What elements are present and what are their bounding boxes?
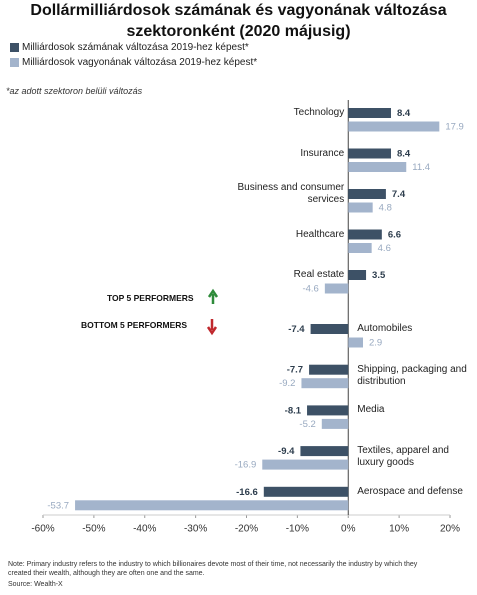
bar xyxy=(309,364,349,375)
bar xyxy=(348,121,440,132)
value-label: -16.6 xyxy=(236,487,258,498)
annotation: TOP 5 PERFORMERS xyxy=(107,293,194,303)
value-label: 3.5 xyxy=(372,270,386,281)
category-label: Media xyxy=(357,404,385,416)
legend-swatch xyxy=(10,58,19,67)
value-label: -4.6 xyxy=(302,284,318,295)
category-label: Textiles, apparel and luxury goods xyxy=(357,445,449,469)
bar xyxy=(348,148,391,159)
category-label: Insurance xyxy=(300,147,345,159)
value-label: 8.4 xyxy=(397,108,411,119)
bar xyxy=(324,283,349,294)
category-label: Automobiles xyxy=(357,323,413,334)
category-label: Healthcare xyxy=(295,228,345,240)
x-tick-label: 10% xyxy=(389,524,409,535)
value-label: -7.4 xyxy=(288,324,305,335)
bar xyxy=(348,189,386,199)
category-label: Real estate xyxy=(293,269,345,280)
up-arrow xyxy=(207,288,219,304)
bar xyxy=(300,446,349,457)
chart-title: Dollármilliárdosok számának és vagyonána… xyxy=(30,2,447,40)
value-label: 6.6 xyxy=(388,230,401,241)
legend-swatch xyxy=(10,43,19,52)
annotation: BOTTOM 5 PERFORMERS xyxy=(81,320,188,330)
value-label: -9.4 xyxy=(278,446,295,457)
value-label: -8.1 xyxy=(285,405,302,416)
x-tick-label: -60% xyxy=(31,524,54,535)
x-tick-label: -40% xyxy=(133,524,156,535)
bar xyxy=(75,500,349,511)
bar xyxy=(348,162,407,172)
legend-label: Milliárdosok számának változása 2019-hez… xyxy=(22,42,249,53)
x-tick-label: -20% xyxy=(235,524,258,535)
value-label: 4.8 xyxy=(379,203,392,214)
x-tick-label: 20% xyxy=(440,524,460,535)
bar xyxy=(262,459,349,470)
x-tick-label: 0% xyxy=(341,524,356,535)
bar xyxy=(348,337,364,348)
category-label: Shipping, packaging and distribution xyxy=(357,363,467,387)
bar xyxy=(301,378,349,389)
value-label: -5.2 xyxy=(299,419,315,430)
legend-label: Milliárdosok vagyonának változása 2019-h… xyxy=(22,57,258,68)
value-label: 2.9 xyxy=(369,338,382,349)
bar xyxy=(310,324,349,334)
category-label: Aerospace and defense xyxy=(357,485,463,497)
category-label: Technology xyxy=(293,107,345,118)
value-label: 17.9 xyxy=(445,122,464,133)
category-label: Business and consumer services xyxy=(237,182,345,205)
value-label: -9.2 xyxy=(279,378,295,389)
value-label: 4.6 xyxy=(378,243,391,254)
x-tick-label: -30% xyxy=(184,524,207,535)
bar xyxy=(348,108,391,118)
down-arrow xyxy=(206,319,218,336)
note: Note: Primary industry refers to the ind… xyxy=(8,561,418,577)
x-tick-label: -50% xyxy=(82,524,105,535)
bar xyxy=(348,229,382,240)
value-label: -53.7 xyxy=(47,500,69,511)
value-label: 7.4 xyxy=(392,189,406,200)
x-tick-label: -10% xyxy=(286,524,309,535)
value-label: -16.9 xyxy=(235,460,257,471)
bar xyxy=(321,418,349,429)
value-label: 11.4 xyxy=(412,162,430,173)
footnote: *az adott szektoron belüli változás xyxy=(6,86,143,96)
bar xyxy=(348,202,373,213)
bar xyxy=(263,486,349,497)
bar xyxy=(348,270,367,280)
value-label: -7.7 xyxy=(287,365,303,376)
value-label: 8.4 xyxy=(397,149,411,160)
bar xyxy=(348,243,372,253)
bar xyxy=(307,405,349,416)
source: Source: Wealth-X xyxy=(8,581,63,588)
